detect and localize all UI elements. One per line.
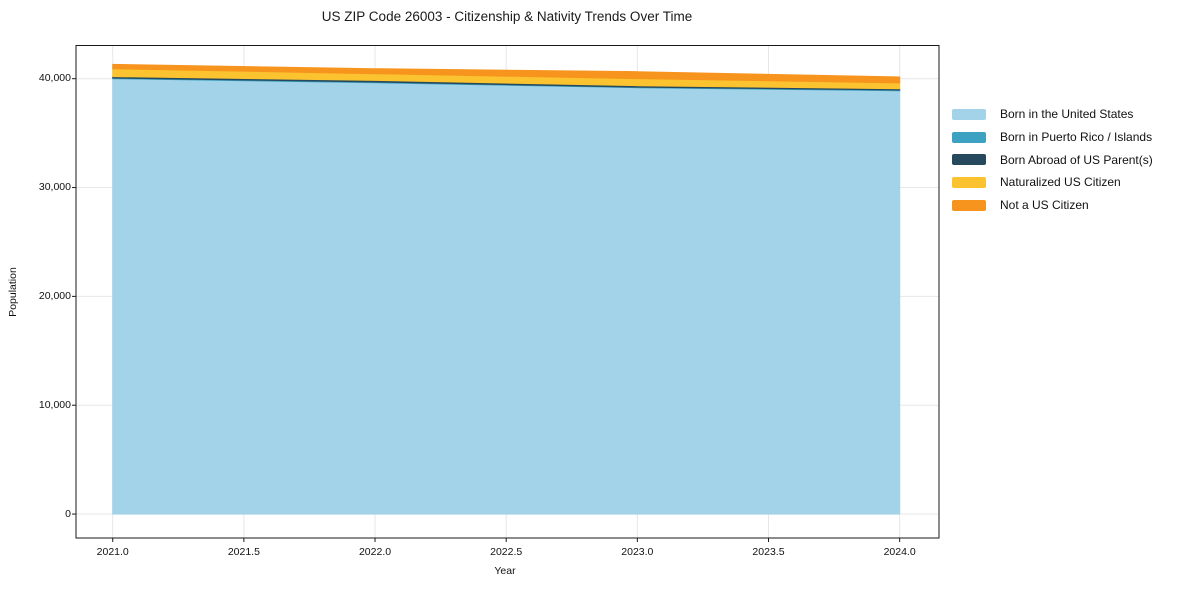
legend-item: Born Abroad of US Parent(s) [952, 148, 1153, 171]
legend-label: Born in Puerto Rico / Islands [1000, 130, 1153, 145]
legend-label: Naturalized US Citizen [1000, 175, 1121, 190]
legend-item: Not a US Citizen [952, 194, 1153, 217]
legend-label: Born in the United States [1000, 107, 1134, 122]
chart-title: US ZIP Code 26003 - Citizenship & Nativi… [321, 9, 693, 24]
legend-item: Born in Puerto Rico / Islands [952, 126, 1153, 149]
legend-swatch [952, 108, 986, 120]
legend-swatch [952, 131, 986, 143]
legend-swatch [952, 176, 986, 188]
legend-swatch [952, 154, 986, 166]
legend-label: Born Abroad of US Parent(s) [1000, 152, 1153, 167]
legend: Born in the United States Born in Puerto … [952, 103, 1153, 216]
area-series-4 [112, 63, 901, 84]
area-series-0 [112, 78, 901, 515]
legend-label: Not a US Citizen [1000, 198, 1089, 213]
legend-item: Naturalized US Citizen [952, 171, 1153, 194]
legend-item: Born in the United States [952, 103, 1153, 126]
x-axis-title: Year [494, 565, 516, 577]
plot-border [75, 45, 940, 539]
y-axis-title: Population [7, 267, 19, 317]
legend-swatch [952, 199, 986, 211]
